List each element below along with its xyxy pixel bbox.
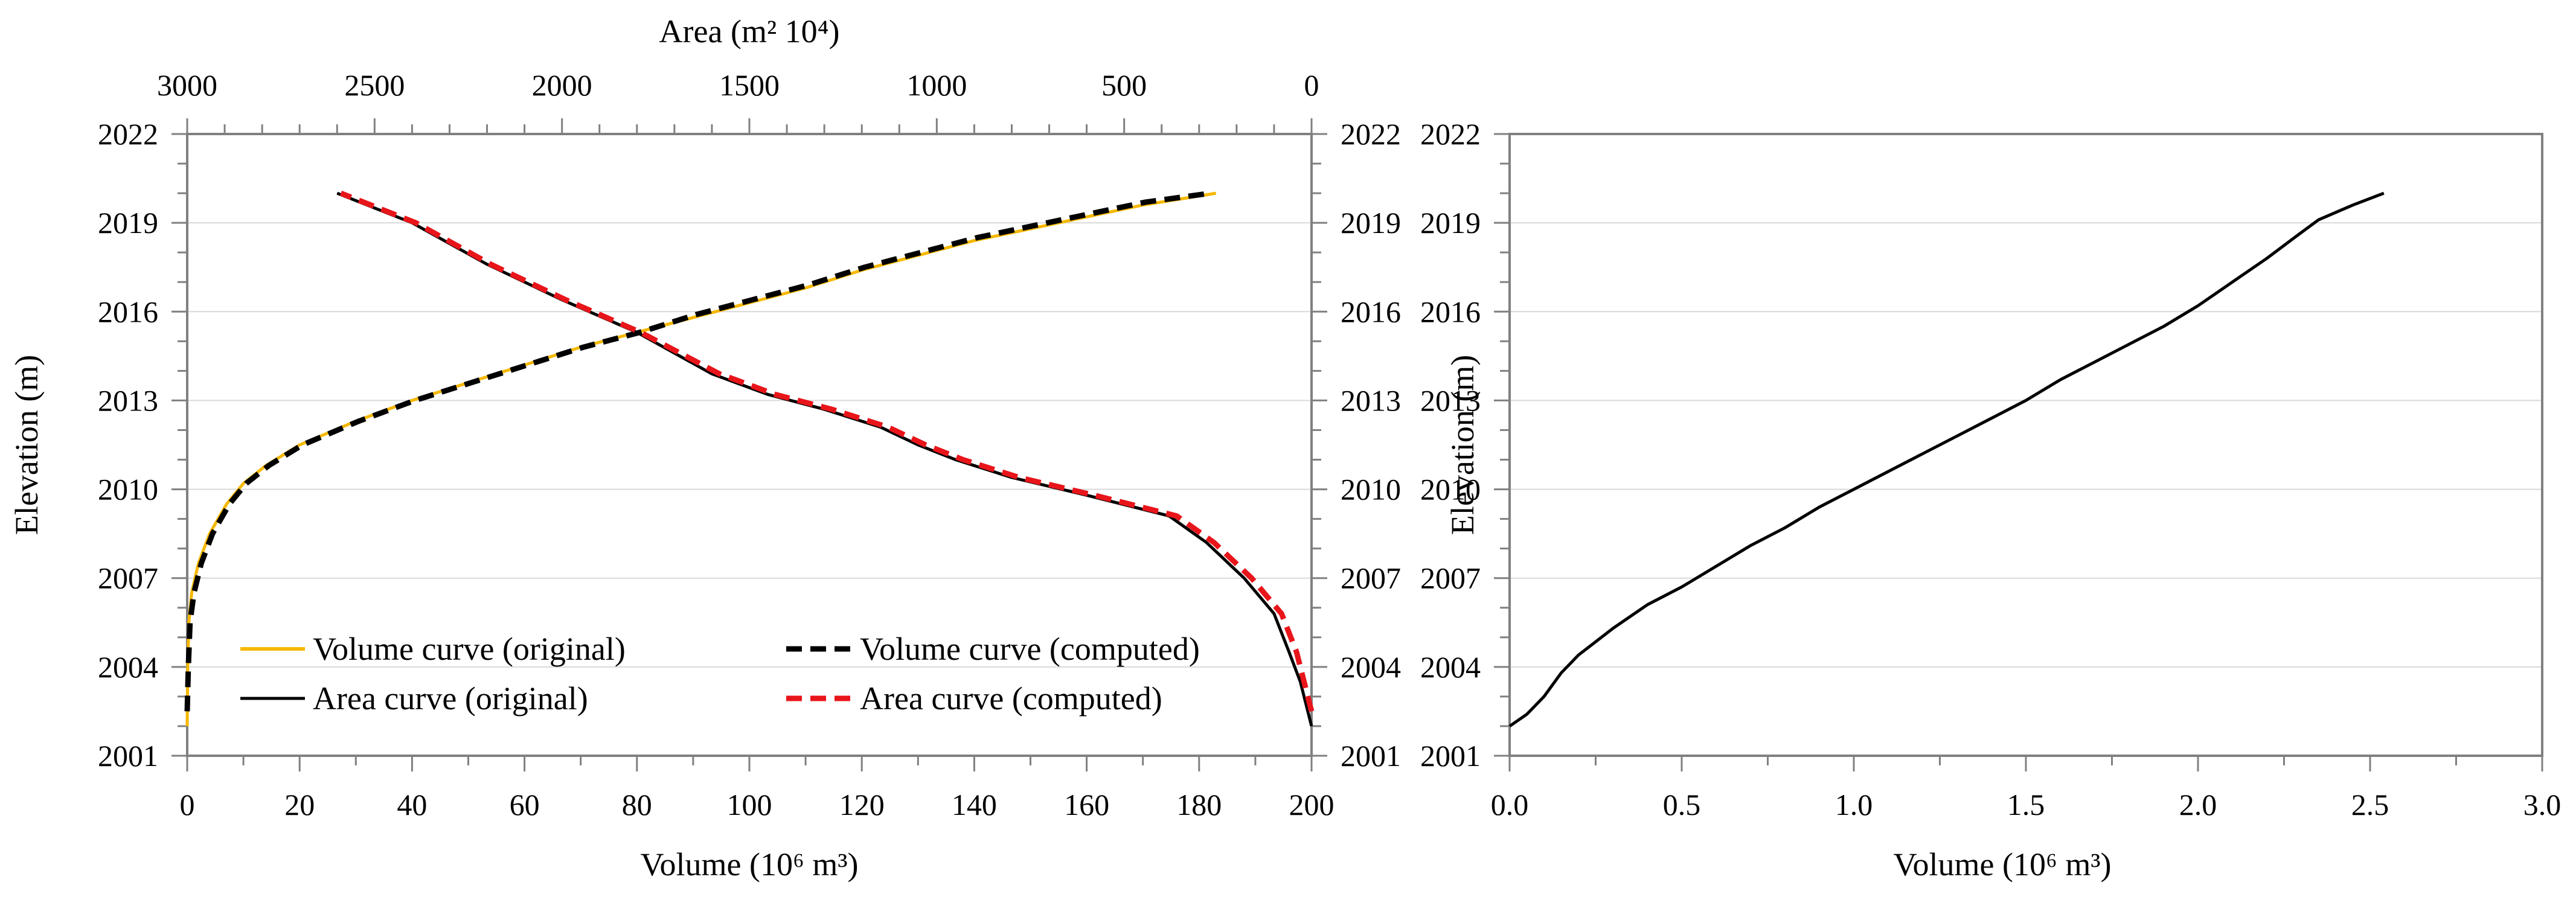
series-line-area-curve-original [336,191,1313,727]
legend-label-volume-original: Volume curve (original) [313,631,626,667]
x-tick-label: 0 [180,788,195,822]
left-series-lines [184,190,1315,727]
top-x-tick-label: 0 [1304,68,1319,102]
y-tick-label: 2013 [98,383,158,417]
y-tick-label-right: 2010 [1341,473,1401,506]
x-tick-label: 80 [622,788,652,822]
legend-label-area-computed: Area curve (computed) [860,680,1162,717]
y-tick-label: 2001 [98,739,158,773]
legend: Volume curve (original) Volume curve (co… [240,631,1200,717]
y-tick-label: 2001 [1420,739,1481,773]
y-tick-label-right: 2004 [1341,650,1401,684]
x-tick-label: 0.0 [1491,788,1529,822]
right-series-lines [1508,191,2385,728]
x-tick-label: 180 [1176,788,1222,822]
y-tick-label: 2016 [1420,295,1481,328]
y-tick-label: 2022 [1420,117,1481,151]
y-tick-label: 2004 [1420,650,1481,684]
x-tick-label: 3.0 [2523,788,2562,822]
right-x-ticks: 0.0 0.5 1.0 1.5 2.0 2.5 3.0 [1491,756,2562,822]
x-tick-label: 120 [839,788,885,822]
left-x-axis-title: Volume (10⁶ m³) [641,846,859,883]
top-x-tick-label: 500 [1101,68,1147,102]
y-tick-label-right: 2001 [1341,739,1401,773]
x-tick-label: 2.0 [2179,788,2217,822]
x-tick-label: 200 [1289,788,1334,822]
x-tick-label: 40 [397,788,427,822]
y-tick-label: 2010 [98,473,158,506]
right-x-axis-title: Volume (10⁶ m³) [1894,846,2112,883]
y-tick-label: 2022 [98,117,158,151]
y-tick-label-right: 2013 [1341,383,1401,417]
x-tick-label: 2.5 [2351,788,2389,822]
top-x-tick-label: 1000 [906,68,967,102]
x-tick-label: 20 [284,788,315,822]
x-tick-label: 1.5 [2007,788,2045,822]
series-line-volume-curve-computed [184,190,1211,712]
left-x-ticks: 0 20 40 60 80 100 120 140 160 180 200 [180,756,1334,822]
x-tick-label: 60 [510,788,540,822]
y-tick-label: 2013 [1420,383,1481,417]
right-y-ticks: 2001 2004 2007 2010 2013 2016 2019 2022 [1420,117,1510,773]
y-tick-label: 2019 [1420,206,1481,240]
x-tick-label: 0.5 [1663,788,1701,822]
left-y-ticks: 2001 2001 2004 2004 2007 2007 2010 2010 2013 2013… [98,117,1401,773]
left-top-x-axis-title: Area (m² 10⁴) [659,13,840,49]
y-tick-label: 2007 [98,561,158,595]
right-chart: 2001 2004 2007 2010 2013 2016 2019 2022 0.0 0.5 1… [1420,117,2561,883]
y-tick-label: 2010 [1420,473,1481,506]
y-tick-label: 2019 [98,206,158,240]
y-tick-label: 2004 [98,650,158,684]
x-tick-label: 1.0 [1835,788,1873,822]
y-tick-label-right: 2016 [1341,295,1401,328]
left-chart: 2001 2001 2004 2004 2007 2007 2010 2010 2013 2013… [8,13,1401,883]
top-x-tick-label: 1500 [719,68,780,102]
left-y-axis-title: Elevation (m) [8,355,45,535]
x-tick-label: 140 [952,788,997,822]
series-line-volume-curve [1508,191,2385,728]
y-tick-label-right: 2022 [1341,117,1401,151]
left-y-gridlines [187,222,1312,668]
series-line-area-curve-computed [339,190,1315,712]
right-y-axis-title: Elevation (m) [1444,355,1481,535]
top-x-tick-label: 2000 [532,68,592,102]
legend-label-volume-computed: Volume curve (computed) [860,631,1200,667]
y-tick-label-right: 2007 [1341,561,1401,595]
x-tick-label: 160 [1064,788,1109,822]
y-tick-label: 2016 [98,295,158,328]
x-tick-label: 100 [727,788,772,822]
y-tick-label: 2007 [1420,561,1481,595]
top-x-tick-label: 2500 [344,68,405,102]
top-x-tick-label: 3000 [157,68,217,102]
y-tick-label-right: 2019 [1341,206,1401,240]
legend-label-area-original: Area curve (original) [313,680,588,717]
left-top-x-ticks: 3000 2500 2000 1500 1000 500 0 [157,68,1319,134]
